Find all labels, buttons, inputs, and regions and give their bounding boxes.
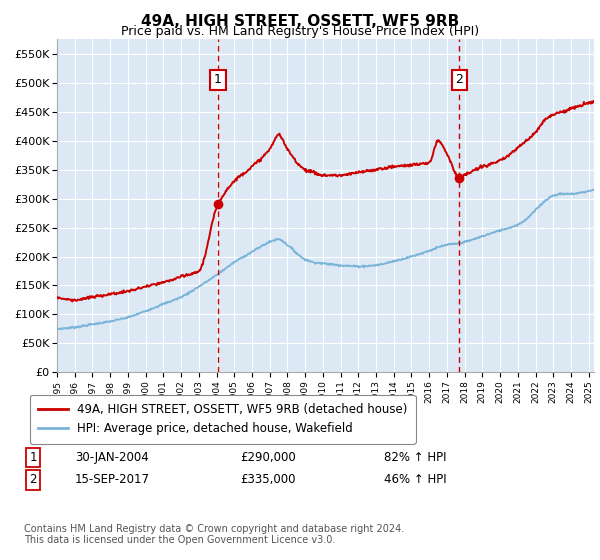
Text: 46% ↑ HPI: 46% ↑ HPI <box>384 473 446 487</box>
Text: 82% ↑ HPI: 82% ↑ HPI <box>384 451 446 464</box>
Text: 2: 2 <box>29 473 37 487</box>
Text: 15-SEP-2017: 15-SEP-2017 <box>75 473 150 487</box>
Text: 49A, HIGH STREET, OSSETT, WF5 9RB: 49A, HIGH STREET, OSSETT, WF5 9RB <box>141 14 459 29</box>
Text: Price paid vs. HM Land Registry's House Price Index (HPI): Price paid vs. HM Land Registry's House … <box>121 25 479 38</box>
Text: £335,000: £335,000 <box>240 473 296 487</box>
Text: £290,000: £290,000 <box>240 451 296 464</box>
Text: 30-JAN-2004: 30-JAN-2004 <box>75 451 149 464</box>
Text: 2: 2 <box>455 73 463 86</box>
Legend: 49A, HIGH STREET, OSSETT, WF5 9RB (detached house), HPI: Average price, detached: 49A, HIGH STREET, OSSETT, WF5 9RB (detac… <box>30 395 416 444</box>
Text: 1: 1 <box>29 451 37 464</box>
Text: Contains HM Land Registry data © Crown copyright and database right 2024.
This d: Contains HM Land Registry data © Crown c… <box>24 524 404 545</box>
Text: 1: 1 <box>214 73 222 86</box>
